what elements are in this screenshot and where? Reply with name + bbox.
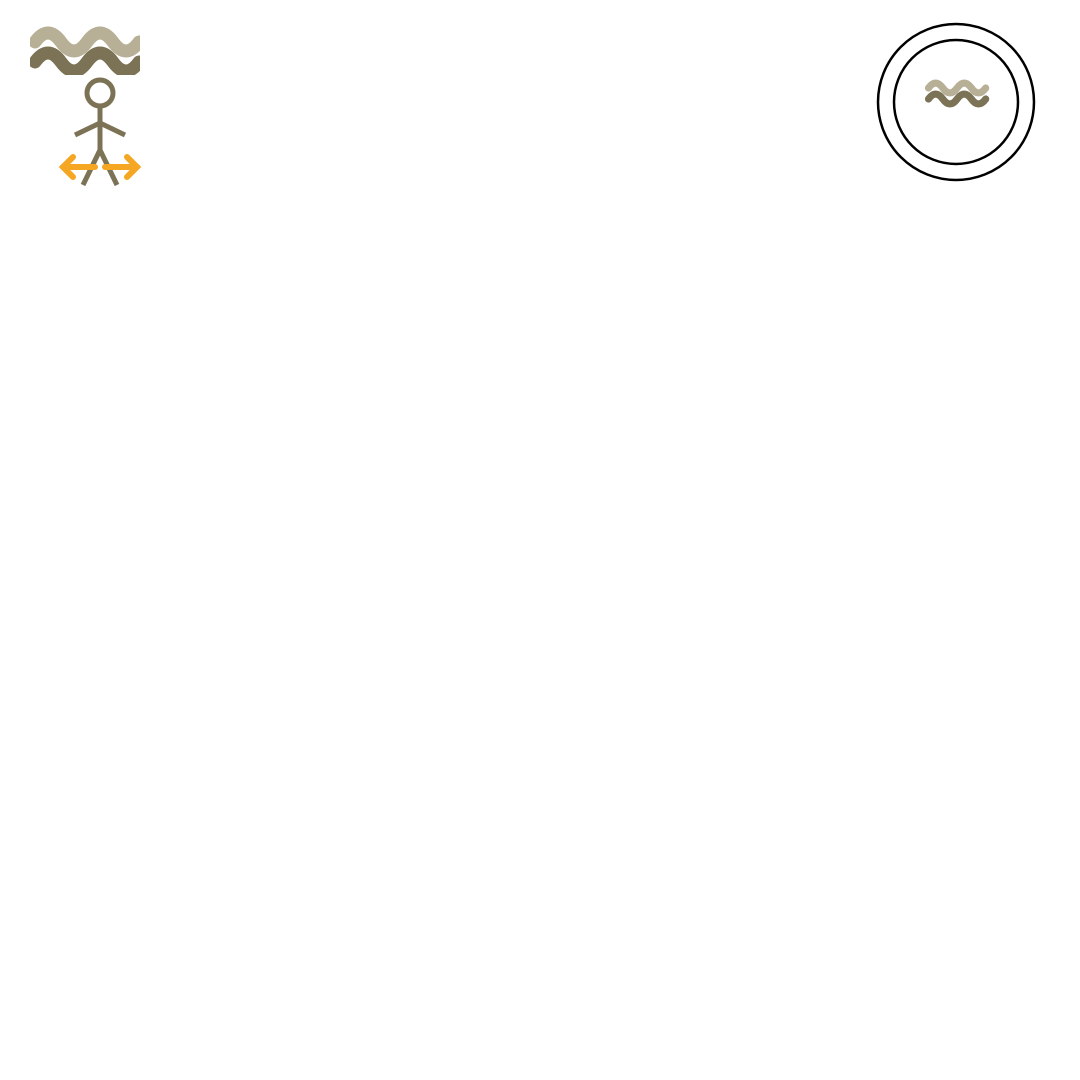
header <box>0 0 1080 200</box>
stick-figure-icon <box>55 75 145 195</box>
transits-badge <box>872 18 1040 186</box>
brand-logo <box>30 20 140 80</box>
wave-icon <box>30 20 140 75</box>
